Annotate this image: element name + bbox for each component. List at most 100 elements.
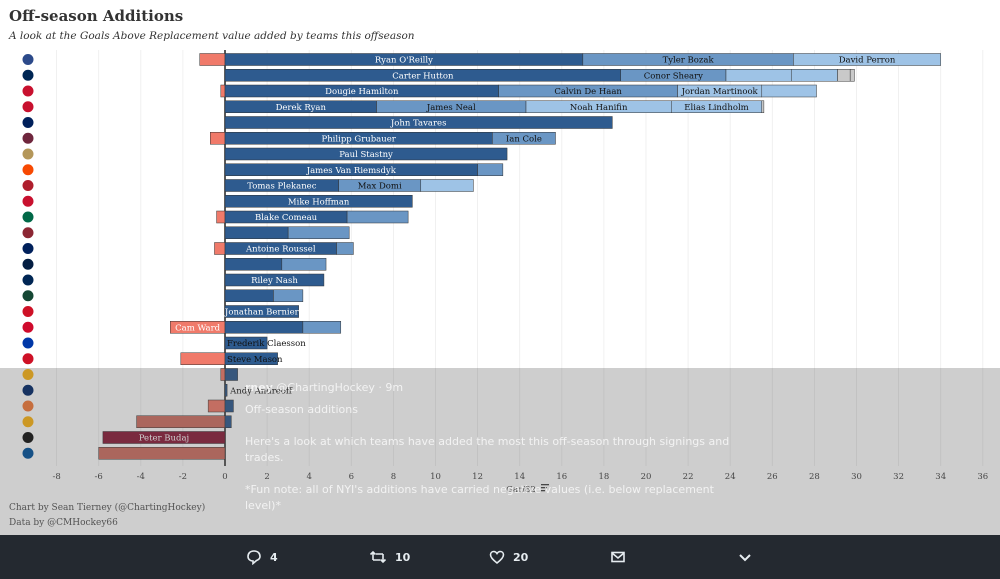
x-tick-label: 26 <box>767 472 778 482</box>
bar-segment-label: Ian Cole <box>506 134 542 144</box>
more-button[interactable] <box>737 535 761 579</box>
bar-segment[interactable] <box>224 273 325 287</box>
team-logo-icon <box>21 147 35 161</box>
team-logo-icon <box>21 289 35 303</box>
bar-segment[interactable] <box>224 384 228 397</box>
bar-segment[interactable] <box>477 163 504 176</box>
bar-segment-label: Andy Andreoff <box>229 386 293 396</box>
bar-segment[interactable] <box>336 242 354 255</box>
bar-segment[interactable] <box>224 116 613 129</box>
team-logo-icon <box>21 446 35 460</box>
x-tick-label: 34 <box>935 472 946 482</box>
bar-segment[interactable] <box>725 69 792 82</box>
envelope-icon <box>611 551 625 563</box>
direct-message-button[interactable] <box>610 535 634 579</box>
team-logo-icon <box>21 163 35 177</box>
bar-segment[interactable] <box>302 321 342 334</box>
team-logo-icon <box>21 194 35 208</box>
x-axis-label: Gar/82 <box>506 485 536 495</box>
bar-segment[interactable] <box>199 53 226 66</box>
bar-segment[interactable] <box>281 258 327 271</box>
bar-segment-label: James Van Riemsdyk <box>306 166 397 176</box>
bar-segment[interactable] <box>224 368 238 381</box>
bar-segment[interactable] <box>224 147 508 161</box>
team-logo-icon <box>21 257 35 271</box>
team-logo-icon <box>21 100 35 114</box>
tweet-author[interactable]: rney <box>245 381 273 394</box>
x-tick-label: 14 <box>514 472 525 482</box>
chevron-down-icon <box>739 554 751 562</box>
tweet-overlay <box>0 368 1000 535</box>
tweet-handle[interactable]: @ChartingHockey · 9m <box>276 381 404 394</box>
team-icons <box>21 53 35 460</box>
bar-segment[interactable] <box>102 431 226 444</box>
retweet-button[interactable]: 10 <box>369 535 410 579</box>
bar-segment[interactable] <box>224 258 283 271</box>
bar-segment[interactable] <box>761 100 765 113</box>
bar-segment[interactable] <box>492 132 556 145</box>
bar-segment[interactable] <box>224 289 274 302</box>
bar-segment[interactable] <box>346 210 409 224</box>
tweet-line-1: Off-season additions <box>245 403 358 416</box>
bar-segment-label: Noah Hanifin <box>570 103 628 113</box>
x-tick-label: 22 <box>683 472 694 482</box>
team-logo-icon <box>21 210 35 224</box>
bar-segment[interactable] <box>224 336 268 350</box>
bar-segment[interactable] <box>224 305 299 318</box>
bar-segment-label: Mike Hoffman <box>288 197 350 207</box>
chart-subtitle: A look at the Goals Above Replacement va… <box>8 30 415 42</box>
bar-segment[interactable] <box>210 132 226 145</box>
bar-segment[interactable] <box>761 84 817 98</box>
bar-segment[interactable] <box>224 321 304 334</box>
x-tick-label: 30 <box>851 472 862 482</box>
bar-segment-label: Riley Nash <box>251 276 298 286</box>
bar-segment[interactable] <box>420 179 474 192</box>
bar-segment[interactable] <box>837 69 851 82</box>
bar-segment[interactable] <box>849 69 855 82</box>
bars: Ryan O'Reilly Tyler Bozak David Perron Cart… <box>98 53 941 460</box>
tweet-line-3: *Fun note: all of NYI's additions have c… <box>245 483 714 512</box>
bar-segment[interactable] <box>793 53 941 66</box>
x-tick-label: -2 <box>179 472 187 482</box>
bar-segment[interactable] <box>287 226 350 239</box>
bar-segment[interactable] <box>216 210 226 224</box>
chart-title: Off-season Additions <box>9 7 183 25</box>
x-tick-label: 24 <box>725 472 736 482</box>
bar-segment[interactable] <box>224 399 234 413</box>
sort-icon[interactable] <box>541 484 549 492</box>
bar-segment[interactable] <box>220 84 226 98</box>
team-logo-icon <box>21 116 35 129</box>
retweet-count: 10 <box>395 550 411 564</box>
bar-segment[interactable] <box>273 289 304 302</box>
team-logo-icon <box>21 131 35 145</box>
bar-segment-label: Max Domi <box>358 182 402 192</box>
bar-segment[interactable] <box>98 447 226 460</box>
bar-segment-label: Derek Ryan <box>276 103 327 113</box>
credit-data: Data by @CMHockey66 <box>9 518 118 528</box>
team-logo-icon <box>21 352 35 366</box>
team-logo-icon <box>21 242 35 255</box>
x-tick-label: -8 <box>52 472 60 482</box>
bar-segment[interactable] <box>790 69 838 82</box>
team-logo-icon <box>21 336 35 350</box>
x-tick-label: 28 <box>809 472 820 482</box>
retweet-icon <box>369 550 387 564</box>
bar-segment[interactable] <box>180 352 226 365</box>
bar-segment[interactable] <box>224 226 289 239</box>
bar-segment[interactable] <box>224 195 413 208</box>
bar-segment-label: Ryan O'Reilly <box>375 56 433 66</box>
bar-segment[interactable] <box>224 415 232 428</box>
bar-segment-label: Jordan Martinook <box>681 87 759 97</box>
team-logo-icon <box>21 415 35 429</box>
bar-segment-label: James Neal <box>426 103 476 113</box>
bar-segment-label: Jonathan Bernier <box>224 308 300 318</box>
bar-segment-label: Philipp Grubauer <box>321 134 396 144</box>
x-tick-label: 32 <box>893 472 904 482</box>
x-tick-label: 4 <box>306 472 311 482</box>
bar-segment-label: Dougie Hamilton <box>325 87 399 97</box>
bar-segment[interactable] <box>224 352 278 365</box>
x-axis: -8 -6 -4 -2 0 2 4 6 8 10 12 14 16 18 20 22 24 26 28 30 32 34 3… <box>52 472 988 482</box>
like-button[interactable]: 20 <box>489 535 528 579</box>
reply-button[interactable]: 4 <box>246 535 278 579</box>
bar-segment[interactable] <box>214 242 226 255</box>
